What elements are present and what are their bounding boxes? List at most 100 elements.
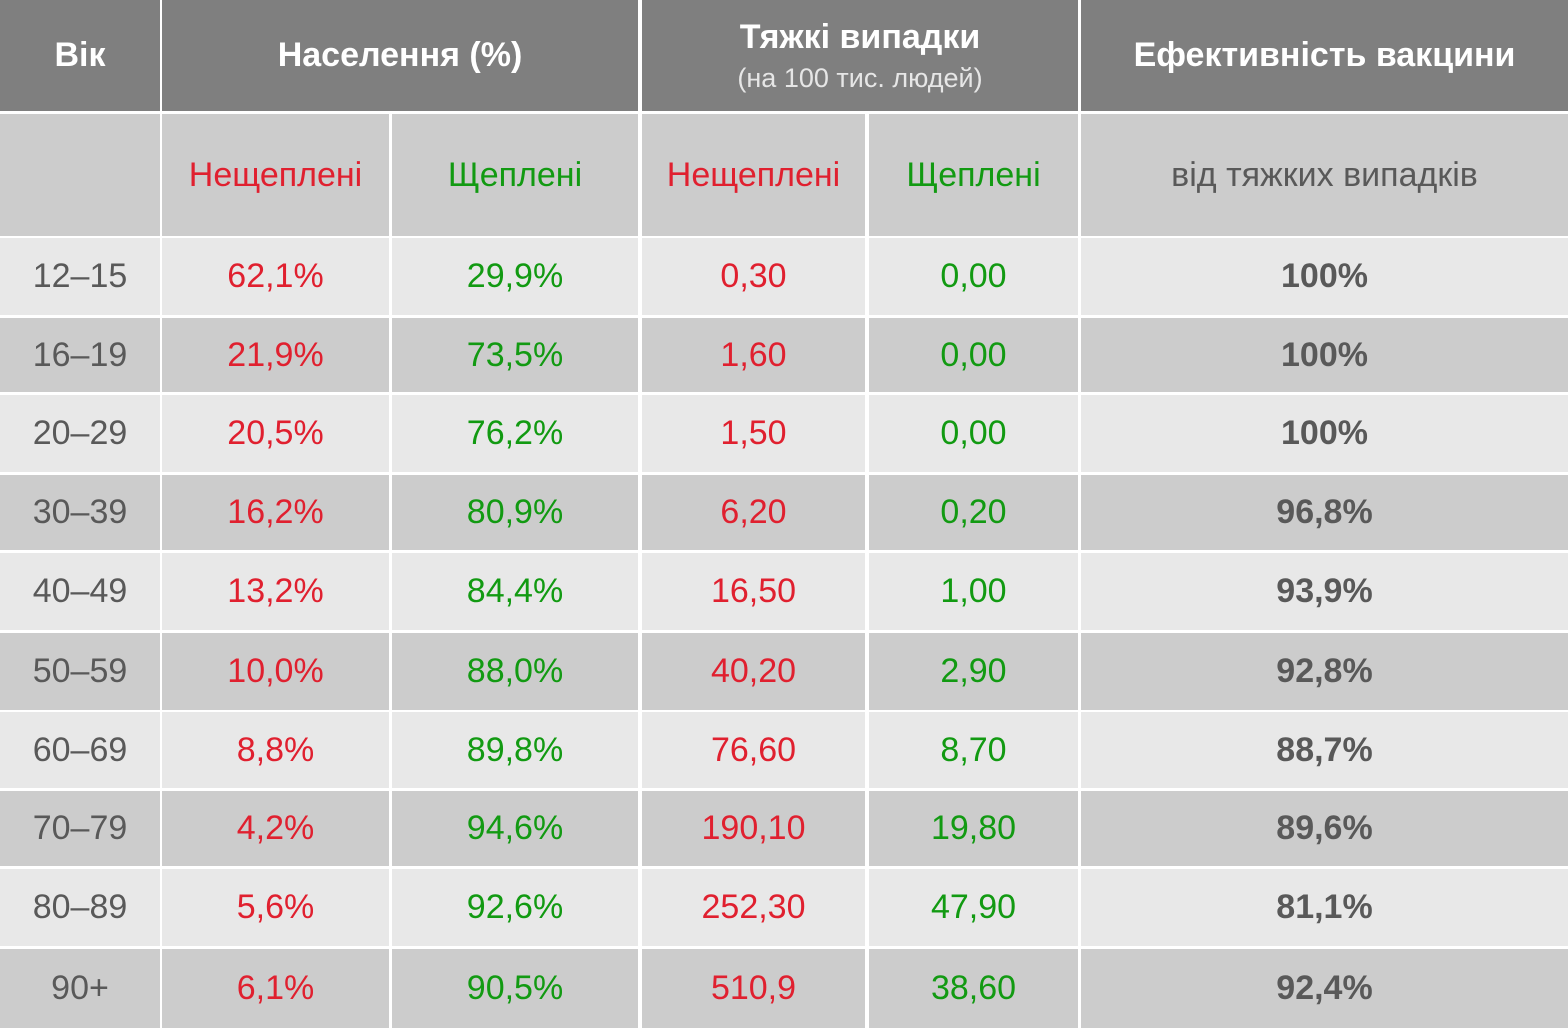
table-cell: 0,00 xyxy=(869,318,1078,392)
table-cell: 62,1% xyxy=(162,238,389,315)
cell-text: 62,1% xyxy=(227,257,324,295)
cell-text: 16,50 xyxy=(710,572,797,610)
table-cell: 30–39 xyxy=(0,475,160,550)
cell-text: 100% xyxy=(1281,414,1368,452)
table-cell: 1,50 xyxy=(642,395,865,472)
cell-text: 0,00 xyxy=(940,257,1007,295)
table-cell: 10,0% xyxy=(162,633,389,710)
cell-text: 1,60 xyxy=(720,335,787,374)
cell-text: 80–89 xyxy=(32,888,128,926)
cell-text: 21,9% xyxy=(227,335,324,374)
table-cell: 16,50 xyxy=(642,553,865,630)
table-cell: 92,4% xyxy=(1081,949,1568,1028)
table-cell: 19,80 xyxy=(869,791,1078,866)
table-cell: 0,30 xyxy=(642,238,865,315)
cell-text: 96,8% xyxy=(1276,493,1373,531)
subheader-label: Нещеплені xyxy=(188,155,363,194)
table-cell: 40–49 xyxy=(0,553,160,630)
cell-text: 19,80 xyxy=(930,809,1017,847)
table-cell: 1,00 xyxy=(869,553,1078,630)
cell-text: 8,8% xyxy=(236,730,315,769)
table-cell: 0,00 xyxy=(869,395,1078,472)
subheader-label: Щеплені xyxy=(906,155,1041,194)
table-cell: 81,1% xyxy=(1081,869,1568,946)
cell-text: 40,20 xyxy=(710,652,797,690)
header-population: Населення (%) xyxy=(277,36,523,74)
header-cell: Населення (%) xyxy=(162,0,638,111)
cell-text: 50–59 xyxy=(32,652,128,690)
table-cell: Щеплені xyxy=(392,114,638,236)
cell-text: 5,6% xyxy=(236,888,315,926)
cell-text: 6,20 xyxy=(720,493,787,531)
table-cell: 60–69 xyxy=(0,712,160,788)
table-cell: 73,5% xyxy=(392,318,638,392)
cell-text: 16–19 xyxy=(32,335,128,374)
cell-text: 10,0% xyxy=(227,652,324,690)
subheader-label: Нещеплені xyxy=(666,155,841,194)
cell-text: 4,2% xyxy=(236,809,315,847)
table-cell: 76,2% xyxy=(392,395,638,472)
cell-text: 252,30 xyxy=(701,888,806,926)
cell-text: 190,10 xyxy=(701,809,806,847)
table-cell: 84,4% xyxy=(392,553,638,630)
cell-text: 1,00 xyxy=(940,572,1007,610)
cell-text: 89,8% xyxy=(466,730,564,769)
table-cell: 16,2% xyxy=(162,475,389,550)
cell-text: 60–69 xyxy=(32,730,128,769)
cell-text: 90+ xyxy=(51,969,109,1007)
table-cell: від тяжких випадків xyxy=(1081,114,1568,236)
cell-text: 47,90 xyxy=(930,888,1017,926)
table-cell: 8,70 xyxy=(869,712,1078,788)
table-cell: Нещеплені xyxy=(162,114,389,236)
cell-text: 0,30 xyxy=(720,257,787,295)
cell-text: 100% xyxy=(1281,257,1368,295)
table-cell: 88,7% xyxy=(1081,712,1568,788)
table-cell: 88,0% xyxy=(392,633,638,710)
table-cell: 190,10 xyxy=(642,791,865,866)
cell-text: 6,1% xyxy=(236,969,315,1007)
cell-text: 84,4% xyxy=(466,572,564,610)
cell-text: 0,00 xyxy=(940,414,1007,452)
cell-text: 80,9% xyxy=(466,493,564,531)
cell-text: 2,90 xyxy=(940,652,1007,690)
table-cell: 76,60 xyxy=(642,712,865,788)
table-cell: 100% xyxy=(1081,238,1568,315)
table-cell: 12–15 xyxy=(0,238,160,315)
table-cell: 20,5% xyxy=(162,395,389,472)
table-cell: 252,30 xyxy=(642,869,865,946)
cell-text: 13,2% xyxy=(227,572,324,610)
cell-text: 40–49 xyxy=(32,572,128,610)
header-age: Вік xyxy=(54,36,106,74)
table-cell: 92,8% xyxy=(1081,633,1568,710)
table-cell: 80,9% xyxy=(392,475,638,550)
table-cell: 40,20 xyxy=(642,633,865,710)
table-cell: 0,00 xyxy=(869,238,1078,315)
table-cell: 89,8% xyxy=(392,712,638,788)
subheader-label: від тяжких випадків xyxy=(1171,155,1478,194)
cell-text: 94,6% xyxy=(466,809,564,847)
table-cell: 100% xyxy=(1081,318,1568,392)
table-cell: 92,6% xyxy=(392,869,638,946)
cell-text: 12–15 xyxy=(32,257,128,295)
cell-text: 510,9 xyxy=(710,969,797,1007)
cell-text: 70–79 xyxy=(32,809,128,847)
table-cell: 6,20 xyxy=(642,475,865,550)
cell-text: 8,70 xyxy=(940,730,1007,769)
table-cell: Щеплені xyxy=(869,114,1078,236)
cell-text: 1,50 xyxy=(720,414,787,452)
cell-text: 20,5% xyxy=(227,414,324,452)
cell-text: 81,1% xyxy=(1276,888,1373,926)
table-cell: 100% xyxy=(1081,395,1568,472)
table-cell: 2,90 xyxy=(869,633,1078,710)
table-cell: 29,9% xyxy=(392,238,638,315)
cell-text: 88,7% xyxy=(1276,730,1373,769)
cell-text: 76,60 xyxy=(710,730,797,769)
table-cell xyxy=(0,114,160,236)
cell-text: 16,2% xyxy=(227,493,324,531)
cell-text: 100% xyxy=(1281,335,1368,374)
header-note: (на 100 тис. людей) xyxy=(737,62,983,93)
table-cell: 93,9% xyxy=(1081,553,1568,630)
cell-text: 93,9% xyxy=(1276,572,1373,610)
header-cell: Ефективність вакцини xyxy=(1081,0,1568,111)
